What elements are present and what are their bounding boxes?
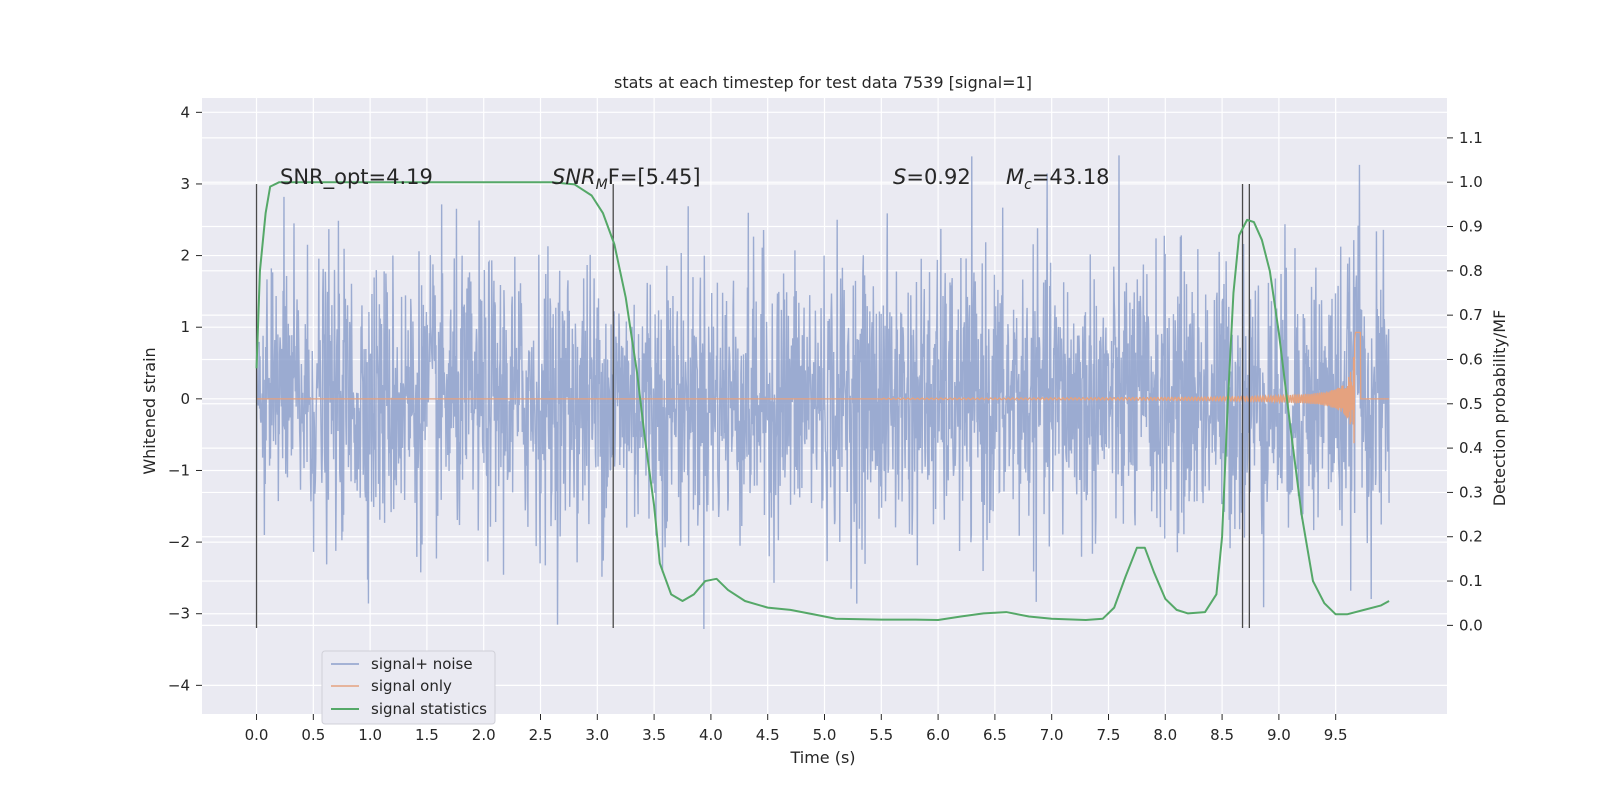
axis-ticks: 0.0 0.5 1.0 1.5 2.0 2.5 3.0 3.5 4.0 4.5 5.0 5.5 6.0 6… [168,103,1483,744]
y-left-tick-label: −1 [168,461,190,479]
annotation-snr-mf-tail: F=[5.45] [608,165,701,189]
series-signal-noise [255,155,1390,629]
x-tick-label: 8.0 [1153,726,1177,744]
x-tick-label: 6.5 [983,726,1007,744]
x-tick-label: 1.5 [415,726,439,744]
x-tick-label: 5.0 [813,726,837,744]
y-left-tick-label: 4 [180,103,190,121]
annotation-s-tail: =0.92 [906,165,970,189]
y-right-tick-label: 0.1 [1459,572,1483,590]
y-right-tick-label: 0.8 [1459,262,1483,280]
noise-trace [255,155,1390,629]
series-signal-only [256,331,1390,444]
legend-label-signal-only: signal only [371,677,452,695]
x-tick-label: 2.0 [472,726,496,744]
y-left-tick-label: 0 [180,390,190,408]
annotation-snr-mf-main: SNR [552,165,596,189]
y-right-tick-label: 0.5 [1459,395,1483,413]
vertical-markers [255,183,1250,629]
y-right-tick-label: 0.7 [1459,306,1483,324]
x-tick-label: 0.5 [301,726,325,744]
y-left-tick-label: −3 [168,605,190,623]
chart-title: stats at each timestep for test data 753… [614,73,1032,92]
y-axis-label-right: Detection probability/MF [1490,310,1509,507]
x-tick-label: 0.0 [245,726,269,744]
annotation-s-main: S [893,165,906,189]
x-tick-label: 8.5 [1210,726,1234,744]
y-right-tick-label: 0.0 [1459,616,1483,634]
y-right-tick-label: 1.0 [1459,173,1483,191]
legend-box [321,650,496,725]
annotation-mc-tail: =43.18 [1032,165,1110,189]
y-right-tick-label: 0.6 [1459,350,1483,368]
y-left-tick-label: −4 [168,676,190,694]
legend-label-signal-noise: signal+ noise [371,655,473,673]
x-tick-label: 4.0 [699,726,723,744]
annotation-s: S=0.92 [893,165,971,189]
y-left-tick-label: 2 [180,247,190,265]
signal-trace [256,331,1390,444]
series-signal-statistics [255,181,1390,622]
x-tick-label: 9.0 [1267,726,1291,744]
x-tick-label: 7.5 [1097,726,1121,744]
legend: signal+ noise signal only signal statist… [321,650,496,725]
x-tick-label: 4.5 [756,726,780,744]
x-tick-label: 5.5 [869,726,893,744]
y-axis-label-left: Whitened strain [140,347,159,474]
annotation-mc-main: M [1006,165,1024,189]
y-left-tick-label: −2 [168,533,190,551]
x-axis-label: Time (s) [789,748,855,767]
x-tick-label: 7.0 [1040,726,1064,744]
y-right-tick-label: 0.4 [1459,439,1483,457]
x-tick-label: 2.5 [529,726,553,744]
x-tick-label: 3.0 [585,726,609,744]
annotation-snr-mf: SNRMF=[5.45] [552,165,701,193]
x-tick-label: 3.5 [642,726,666,744]
legend-label-signal-statistics: signal statistics [371,700,487,718]
annotation-snr-opt: SNR_opt=4.19 [280,165,433,190]
y-left-tick-label: 1 [180,318,190,336]
y-right-tick-label: 0.9 [1459,218,1483,236]
annotation-snr-mf-sub: M [596,177,608,193]
y-right-tick-label: 0.3 [1459,483,1483,501]
y-left-tick-label: 3 [180,175,190,193]
y-right-tick-label: 1.1 [1459,129,1483,147]
annotation-mc-sub: c [1024,177,1032,193]
x-tick-label: 1.0 [358,726,382,744]
x-tick-label: 6.0 [926,726,950,744]
x-tick-label: 9.5 [1324,726,1348,744]
annotation-mc: Mc=43.18 [1006,165,1110,193]
statistics-line [255,181,1390,622]
y-right-tick-label: 0.2 [1459,528,1483,546]
